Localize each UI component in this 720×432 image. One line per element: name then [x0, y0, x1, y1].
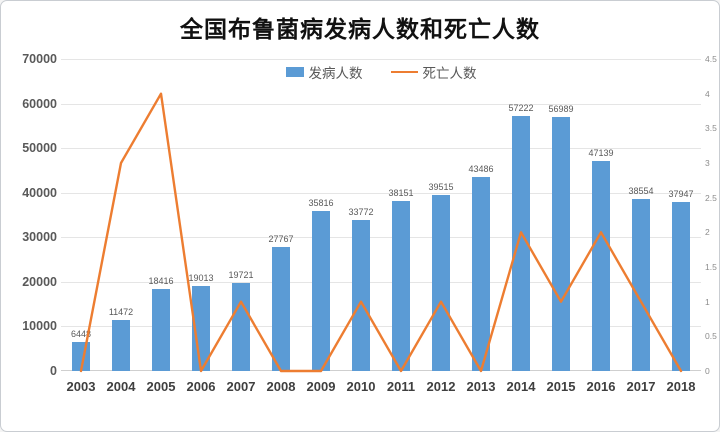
bar-value-label: 57222: [508, 102, 534, 113]
bar-2007: [232, 283, 250, 371]
bar-2012: [432, 194, 450, 371]
bar-value-label: 38151: [388, 187, 414, 198]
incidence-bar-swatch-icon: [285, 67, 304, 77]
x-axis-tick-2008: 2008: [266, 379, 296, 394]
bar-value-label: 43486: [468, 164, 494, 175]
x-axis-tick-2013: 2013: [466, 379, 496, 394]
left-axis-tick: 0: [50, 364, 57, 378]
bar-value-label: 33772: [348, 207, 374, 218]
left-axis-tick: 10000: [22, 319, 57, 334]
gridline: [61, 237, 701, 239]
bar-2017: [632, 199, 650, 371]
bar-2015: [552, 117, 570, 371]
bar-value-label: 39515: [428, 181, 454, 192]
right-axis-tick: 3.5: [705, 123, 717, 134]
x-axis-tick-2006: 2006: [186, 379, 216, 394]
left-axis-tick: 50000: [22, 141, 57, 156]
x-axis-tick-2011: 2011: [386, 379, 416, 394]
bar-value-label: 56989: [548, 103, 574, 114]
gridline: [61, 59, 701, 60]
bar-2006: [192, 286, 210, 371]
bar-value-label: 35816: [308, 198, 334, 209]
right-axis-tick: 1.5: [705, 262, 717, 272]
x-axis-tick-2012: 2012: [426, 379, 456, 394]
gridline: [61, 148, 701, 150]
right-axis-tick: 4: [705, 88, 710, 99]
bar-2016: [592, 160, 610, 371]
bar-value-label: 18416: [148, 275, 174, 286]
gridline: [61, 281, 701, 283]
x-axis-tick-2007: 2007: [226, 379, 256, 394]
x-axis-tick-2014: 2014: [506, 379, 536, 394]
x-axis-line: [61, 370, 701, 371]
bar-2008: [272, 247, 290, 371]
bar-2004: [112, 319, 130, 371]
bar-2018: [672, 201, 690, 371]
right-axis-tick: 2.5: [705, 192, 717, 203]
bar-value-label: 37947: [668, 188, 694, 199]
right-axis-tick: 0.5: [705, 331, 717, 342]
bar-2011: [392, 200, 410, 371]
x-axis-tick-2018: 2018: [666, 379, 696, 394]
deaths-line-series: [79, 92, 683, 373]
bar-value-label: 38554: [628, 186, 654, 197]
x-axis-tick-2003: 2003: [66, 379, 96, 394]
bar-2010: [352, 220, 370, 371]
left-axis-tick: 20000: [22, 274, 57, 289]
gridline: [61, 192, 701, 194]
left-axis-tick: 60000: [22, 96, 57, 111]
bar-2005: [152, 288, 170, 371]
x-axis-tick-2005: 2005: [146, 379, 176, 394]
left-axis-tick: 30000: [22, 230, 57, 245]
bar-value-label: 6448: [70, 329, 92, 340]
incidence-legend-label: 发病人数: [308, 66, 363, 81]
bar-value-label: 27767: [268, 234, 294, 245]
x-axis-tick-2010: 2010: [346, 379, 376, 394]
x-axis-tick-2004: 2004: [106, 379, 136, 394]
plot-area: 6448 11472 18416 19013 19721 27767 35816 33772 3…: [61, 59, 701, 373]
right-axis-tick: 3: [705, 158, 710, 168]
legend-item-deaths: 死亡人数: [390, 62, 477, 82]
bar-value-label: 11472: [108, 306, 134, 317]
x-axis-tick-2009: 2009: [306, 379, 336, 394]
x-axis-tick-2017: 2017: [626, 379, 656, 394]
legend-item-incidence: 发病人数: [285, 62, 363, 82]
x-axis-tick-2016: 2016: [586, 379, 616, 394]
chart-legend: 发病人数 死亡人数: [61, 62, 701, 82]
gridline: [61, 103, 701, 105]
chart-title: 全国布鲁菌病发病人数和死亡人数: [180, 16, 540, 42]
right-axis-tick: 4.5: [705, 54, 717, 64]
bar-value-label: 47139: [588, 147, 614, 158]
left-axis-tick: 40000: [22, 185, 57, 200]
left-axis-tick: 70000: [22, 52, 57, 66]
right-axis-tick: 0: [705, 366, 710, 376]
right-axis-tick: 2: [705, 227, 710, 238]
bar-value-label: 19721: [228, 270, 254, 281]
x-axis-tick-2015: 2015: [546, 379, 576, 394]
gridline: [61, 326, 701, 328]
bar-2009: [312, 211, 330, 371]
right-axis-tick: 1: [705, 296, 710, 307]
bar-2013: [472, 177, 490, 371]
deaths-legend-label: 死亡人数: [422, 66, 477, 81]
deaths-line-swatch-icon: [390, 70, 418, 74]
bar-2014: [512, 115, 530, 371]
bar-value-label: 19013: [188, 273, 214, 284]
